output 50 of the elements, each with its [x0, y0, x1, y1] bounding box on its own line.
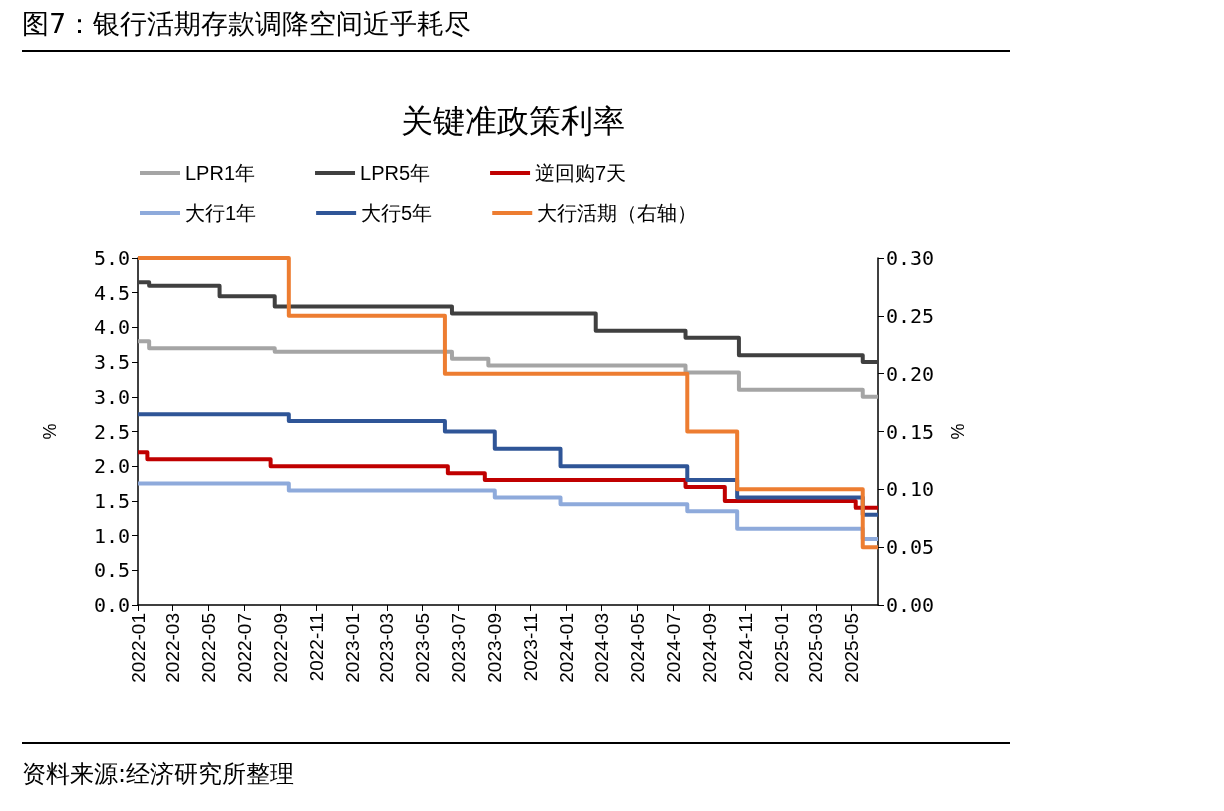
y-tick-label: 3.0 [93, 384, 130, 409]
x-tick-label: 2022-07 [233, 613, 255, 683]
y2-tick-label: 0.30 [886, 246, 935, 270]
legend-label: LPR1年 [185, 162, 256, 184]
y-tick-label: 2.0 [93, 454, 130, 479]
x-tick-label: 2024-01 [555, 613, 577, 683]
x-tick-label: 2022-05 [197, 613, 219, 683]
x-tick-label: 2024-11 [734, 613, 756, 682]
y-tick-label: 4.0 [93, 315, 130, 340]
y-tick-label: 3.5 [93, 350, 130, 375]
y-tick-label: 4.5 [93, 280, 130, 305]
x-tick-label: 2023-07 [447, 613, 469, 683]
x-tick-label: 2024-09 [699, 613, 721, 683]
y-tick-label: 5.0 [93, 246, 130, 270]
x-tick-label: 2022-03 [162, 613, 184, 683]
y2-tick-label: 0.20 [886, 361, 935, 386]
x-tick-label: 2025-05 [841, 613, 863, 683]
y-tick-label: 0.5 [93, 558, 130, 583]
x-tick-label: 2022-01 [127, 613, 149, 683]
y2-tick-label: 0.10 [886, 477, 935, 502]
y-tick-label: 1.0 [93, 523, 130, 548]
x-tick-label: 2024-07 [662, 613, 684, 683]
y-tick-label: 2.5 [93, 419, 130, 444]
legend-label: LPR5年 [360, 162, 431, 184]
x-tick-label: 2022-11 [305, 613, 327, 682]
x-tick-label: 2025-01 [770, 613, 792, 683]
legend-label: 大行活期（右轴） [537, 202, 698, 224]
chart-subtitle: 关键准政策利率 [401, 103, 625, 139]
x-tick-label: 2024-05 [626, 613, 648, 683]
x-tick-label: 2023-11 [520, 613, 542, 682]
y-axis-title: % [39, 423, 59, 440]
x-tick-label: 2023-03 [376, 613, 398, 683]
legend-label: 逆回购7天 [535, 162, 627, 184]
x-tick-label: 2023-01 [341, 613, 363, 683]
legend-label: 大行5年 [361, 202, 433, 224]
legend-label: 大行1年 [185, 202, 257, 224]
y2-tick-label: 0.15 [886, 419, 935, 444]
text: 资料来源:经济研究所整理 [22, 742, 1010, 790]
x-tick-label: 2024-03 [591, 613, 613, 683]
y-tick-label: 1.5 [93, 488, 130, 513]
y-tick-label: 0.0 [93, 593, 130, 617]
y2-tick-label: 0.05 [886, 535, 935, 560]
y2-tick-label: 0.25 [886, 303, 935, 328]
x-tick-label: 2022-09 [270, 613, 292, 683]
chart-title: 图7：银行活期存款调降空间近乎耗尽 [22, 4, 1010, 52]
x-tick-label: 2023-05 [412, 613, 434, 683]
y2-axis-title: % [947, 423, 967, 440]
x-tick-label: 2023-09 [484, 613, 506, 683]
x-tick-label: 2025-03 [805, 613, 827, 683]
y2-tick-label: 0.00 [886, 593, 935, 617]
